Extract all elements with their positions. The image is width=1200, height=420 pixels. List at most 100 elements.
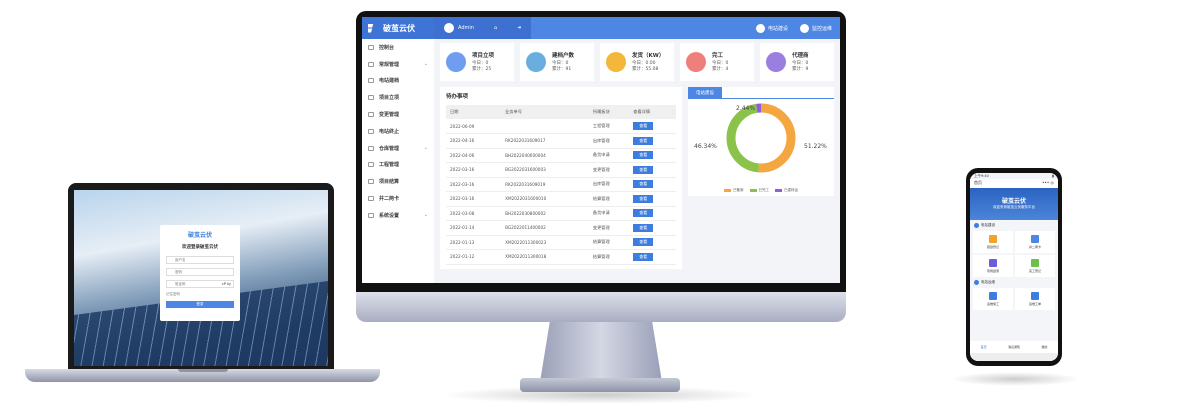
menu-icon — [368, 145, 374, 151]
view-button[interactable]: 查看 — [633, 151, 654, 160]
grid-item-icon — [1031, 292, 1039, 300]
stat-card[interactable]: 完工 今日：0 累计：4 — [680, 43, 754, 81]
battery-icon: ▮ — [1052, 174, 1054, 178]
home-button[interactable]: ⌂ — [483, 17, 508, 39]
sidebar-item[interactable]: 变更管理 — [362, 106, 434, 123]
status-bar: 上午9:40 ▮ — [970, 173, 1058, 179]
stat-card[interactable]: 项目立项 今日：0 累计：25 — [440, 43, 514, 81]
sidebar-item[interactable]: 控制台 — [362, 39, 434, 56]
login-button[interactable]: 登录 — [166, 301, 234, 308]
brand-logo[interactable]: 破茧云伏 — [362, 17, 434, 39]
monitor-chin — [356, 292, 846, 322]
label-slice-3: 2.44% — [736, 105, 756, 112]
sidebar-item[interactable]: 电站终止 — [362, 123, 434, 140]
legend-item[interactable]: 已完工 — [749, 188, 770, 193]
sidebar-item[interactable]: 系统设置 ⌄ — [362, 207, 434, 224]
sidebar-item[interactable]: 并二两卡 — [362, 190, 434, 207]
stat-card[interactable]: 建档户数 今日：0 累计：91 — [520, 43, 594, 81]
sidebar-item[interactable]: 仓库管理 ⌄ — [362, 140, 434, 157]
view-button[interactable]: 查看 — [633, 194, 654, 203]
phone-tab[interactable]: 我的 — [1041, 345, 1048, 349]
cell-order-no: XM2022031600010 — [501, 191, 589, 207]
phone-grid-item[interactable]: 现场勘测 — [973, 255, 1013, 277]
header-link-construction[interactable]: 电站建设 — [755, 23, 788, 33]
sidebar-item[interactable]: 项目立项 — [362, 89, 434, 106]
logout-button[interactable]: ➜ — [507, 17, 532, 39]
phone-tab[interactable]: 首页 — [980, 345, 987, 349]
section-icon — [974, 223, 979, 228]
view-button[interactable]: 查看 — [633, 238, 654, 247]
chevron-down-icon: ⌄ — [423, 212, 428, 219]
phone-tabbar: 首页 消息通知 我的 — [970, 341, 1058, 353]
grid-item-label: 完工登记 — [1028, 269, 1041, 273]
section-title: 电站运维 — [981, 280, 995, 284]
more-icon[interactable]: ••• ◎ — [1042, 180, 1054, 185]
login-form: 破茧云伏 欢迎登录破茧云伏 用户名 密码 验证码 cP ky 记住密码 登录 — [160, 225, 240, 321]
stat-total: 累计：25 — [472, 67, 492, 72]
donut-slice-3[interactable] — [726, 103, 796, 173]
username-input[interactable]: 用户名 — [166, 256, 234, 264]
captcha-image[interactable]: cP ky — [221, 282, 231, 286]
stat-title: 完工 — [712, 53, 724, 59]
laptop-notch — [178, 369, 228, 372]
sidebar: 控制台 常规管理 ⌄ 电站建档项目立项 变更管理 电站终止 仓库管理 ⌄ 工程管理项目结算 并二两… — [362, 39, 434, 283]
header-link-monitoring[interactable]: 监控运维 — [799, 23, 832, 33]
tab-construction[interactable]: 电站建设 — [688, 87, 722, 99]
password-input[interactable]: 密码 — [166, 268, 234, 276]
view-button[interactable]: 查看 — [633, 180, 654, 189]
sidebar-item[interactable]: 电站建档 — [362, 73, 434, 90]
legend-label: 已完工 — [758, 188, 770, 192]
stat-title: 建档户数 — [552, 53, 575, 59]
cell-module: 结算管理 — [588, 191, 630, 207]
table-row: 2022-03-16 BG2022031600003 变更管理 查看 — [446, 162, 676, 178]
phone-tab[interactable]: 消息通知 — [1007, 345, 1020, 349]
stat-today: 今日：0.00 — [632, 61, 656, 66]
phone-grid-item[interactable]: 踏勘登记 — [973, 231, 1013, 253]
legend-swatch — [749, 189, 757, 192]
phone-section-header: 电站运维 — [970, 277, 1058, 288]
view-button[interactable]: 查看 — [633, 252, 654, 261]
donut-chart — [726, 103, 796, 173]
view-button[interactable]: 查看 — [633, 122, 654, 130]
user-menu[interactable]: Admin — [434, 17, 484, 39]
menu-icon — [368, 112, 374, 118]
phone-grid-item[interactable]: 运维工单 — [1015, 288, 1055, 310]
table-row: 2022-04-16 RK2022031609017 出库管理 查看 — [446, 133, 676, 149]
menu-icon — [368, 179, 374, 185]
view-button[interactable]: 查看 — [633, 223, 654, 232]
stat-card[interactable]: 发货（KW） 今日：0.00 累计：55.08 — [600, 43, 674, 81]
stat-card[interactable]: 代理商 今日：0 累计：9 — [760, 43, 834, 81]
grid-item-label: 运维施工 — [986, 302, 999, 306]
captcha-placeholder: 验证码 — [175, 282, 186, 286]
view-button[interactable]: 查看 — [633, 165, 654, 174]
todo-title: 待办事项 — [446, 94, 469, 100]
grid-item-icon — [989, 259, 997, 267]
cell-date: 2022-01-14 — [446, 220, 502, 236]
view-button[interactable]: 查看 — [633, 136, 654, 145]
menu-icon — [368, 196, 374, 202]
desktop-dashboard: 破茧云伏 Admin ⌂ ➜ 电站建设 监控运维 控制台 常规管理 ⌄ 电站建档 项目立… — [362, 17, 840, 283]
donut-slice-2[interactable] — [726, 103, 796, 173]
phone-grid-item[interactable]: 并二两卡 — [1015, 231, 1055, 253]
phone-grid-item[interactable]: 完工登记 — [1015, 255, 1055, 277]
phone-shadow — [950, 372, 1080, 386]
sidebar-item[interactable]: 工程管理 — [362, 157, 434, 174]
view-button[interactable]: 查看 — [633, 209, 654, 218]
grid-item-label: 踏勘登记 — [986, 245, 999, 249]
sidebar-item-label: 电站建档 — [379, 78, 400, 85]
remember-checkbox[interactable]: 记住密码 — [166, 292, 180, 296]
phone-titlebar: 首页 ••• ◎ — [970, 179, 1058, 188]
cell-module: 出库管理 — [588, 177, 630, 192]
captcha-input[interactable]: 验证码 cP ky — [166, 280, 234, 288]
legend-item[interactable]: 已备案 — [724, 188, 744, 193]
menu-icon — [368, 128, 374, 134]
table-row: 2022-03-16 RK2022031609019 出库管理 查看 — [446, 177, 676, 192]
stat-title: 发货（KW） — [632, 53, 665, 59]
phone-grid-item[interactable]: 运维施工 — [973, 288, 1013, 310]
sidebar-item[interactable]: 项目结算 — [362, 173, 434, 190]
legend-item[interactable]: 已建转运 — [775, 188, 798, 193]
logo-mark-icon — [368, 23, 374, 33]
laptop-login-screen: 破茧云伏 欢迎登录破茧云伏 用户名 密码 验证码 cP ky 记住密码 登录 — [74, 190, 328, 366]
sidebar-item-label: 工程管理 — [379, 162, 400, 169]
sidebar-item[interactable]: 常规管理 ⌄ — [362, 56, 434, 73]
